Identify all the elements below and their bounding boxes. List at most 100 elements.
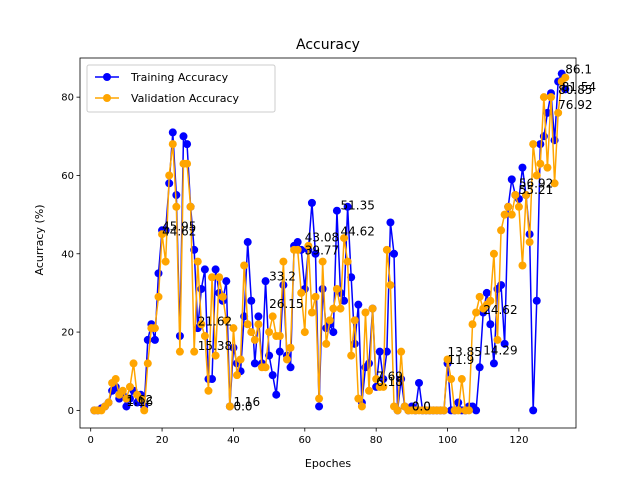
data-point-0-45	[250, 359, 259, 368]
data-point-0-110	[482, 288, 491, 297]
data-point-1-58	[297, 288, 306, 297]
data-point-1-69	[336, 304, 345, 313]
data-label-23: 1.16	[126, 395, 153, 409]
data-label-17: 14.29	[483, 343, 517, 357]
data-point-1-20	[161, 257, 170, 266]
data-point-1-45	[250, 335, 259, 344]
data-label-5: 55.21	[519, 183, 553, 197]
data-point-1-121	[522, 191, 531, 200]
data-point-1-120	[518, 261, 527, 270]
data-point-1-107	[472, 308, 481, 317]
x-tick-label-3: 60	[298, 435, 311, 446]
data-point-0-17	[150, 335, 159, 344]
data-point-0-43	[243, 238, 252, 247]
data-point-1-13	[136, 394, 145, 403]
data-point-1-102	[454, 406, 463, 415]
data-point-1-42	[240, 261, 249, 270]
data-point-0-22	[168, 128, 177, 137]
data-label-24: 1.16	[233, 395, 260, 409]
data-point-1-117	[507, 210, 516, 219]
data-point-1-15	[143, 359, 152, 368]
data-point-1-72	[347, 351, 356, 360]
data-point-1-40	[233, 371, 242, 380]
data-point-0-102	[454, 398, 463, 407]
data-point-1-27	[186, 202, 195, 211]
legend-label-0: Training Accuracy	[130, 71, 229, 84]
data-point-1-35	[215, 273, 224, 282]
data-point-0-120	[518, 163, 527, 172]
data-point-1-43	[243, 320, 252, 329]
legend-marker-0	[103, 73, 111, 81]
data-label-6: 51.35	[340, 198, 374, 212]
data-point-1-46	[254, 320, 263, 329]
data-point-1-24	[175, 347, 184, 356]
data-point-1-52	[275, 331, 284, 340]
data-point-1-61	[307, 308, 316, 317]
data-label-0: 86.1	[565, 62, 592, 76]
data-point-1-57	[293, 245, 302, 254]
data-point-1-105	[464, 406, 473, 415]
data-point-1-83	[386, 281, 395, 290]
data-point-0-80	[375, 347, 384, 356]
data-point-1-122	[525, 238, 534, 247]
y-tick-label-2: 40	[61, 249, 74, 260]
data-point-0-46	[254, 312, 263, 321]
data-point-1-115	[500, 210, 509, 219]
data-point-1-76	[361, 308, 370, 317]
data-point-0-67	[329, 328, 338, 337]
data-point-0-108	[475, 363, 484, 372]
data-point-0-114	[497, 281, 506, 290]
data-point-0-77	[365, 359, 374, 368]
data-point-1-11	[129, 359, 138, 368]
data-point-1-17	[150, 324, 159, 333]
data-point-1-14	[140, 406, 149, 415]
data-point-1-132	[561, 73, 570, 82]
data-point-1-67	[329, 304, 338, 313]
y-axis-title: Acurracy (%)	[33, 204, 46, 275]
data-label-1: 81.54	[562, 80, 596, 94]
legend-marker-1	[103, 94, 111, 102]
data-label-13: 26.15	[269, 297, 303, 311]
data-point-1-68	[332, 285, 341, 294]
data-point-1-125	[536, 159, 545, 168]
data-label-26: 0.0	[412, 399, 431, 413]
y-tick-label-4: 80	[61, 93, 74, 104]
data-label-9: 44.62	[340, 225, 374, 239]
x-tick-label-5: 100	[438, 435, 457, 446]
data-point-1-85	[393, 406, 402, 415]
plot-layer: 86.181.5480.8576.9256.9255.2151.3545.954…	[61, 57, 596, 446]
data-point-0-53	[279, 281, 288, 290]
data-point-0-83	[386, 218, 395, 227]
data-point-0-34	[211, 265, 220, 274]
plot-frame	[79, 57, 577, 429]
data-point-1-111	[486, 296, 495, 305]
data-point-1-30	[197, 320, 206, 329]
data-point-1-127	[543, 163, 552, 172]
data-label-21: 6.18	[376, 375, 403, 389]
x-axis-title: Epoches	[305, 457, 351, 470]
data-point-0-132	[561, 85, 570, 94]
data-point-0-125	[536, 140, 545, 149]
data-point-1-39	[229, 324, 238, 333]
data-point-1-38	[225, 402, 234, 411]
data-label-12: 33.2	[269, 269, 296, 283]
data-point-1-130	[554, 108, 563, 117]
data-point-1-71	[343, 257, 352, 266]
data-point-0-37	[222, 277, 231, 286]
data-point-1-4	[104, 398, 113, 407]
data-point-1-55	[286, 343, 295, 352]
data-point-1-108	[475, 292, 484, 301]
data-point-1-112	[489, 249, 498, 258]
data-point-0-107	[472, 406, 481, 415]
data-label-27: 0.0	[412, 399, 431, 413]
data-point-1-64	[318, 257, 327, 266]
data-point-0-70	[340, 296, 349, 305]
chart-title: Accuracy	[296, 37, 360, 53]
data-point-1-65	[322, 339, 331, 348]
data-point-0-124	[532, 296, 541, 305]
data-label-25: 0.0	[233, 399, 252, 413]
data-point-1-114	[497, 226, 506, 235]
data-point-1-19	[158, 230, 167, 239]
data-point-0-9	[122, 402, 131, 411]
